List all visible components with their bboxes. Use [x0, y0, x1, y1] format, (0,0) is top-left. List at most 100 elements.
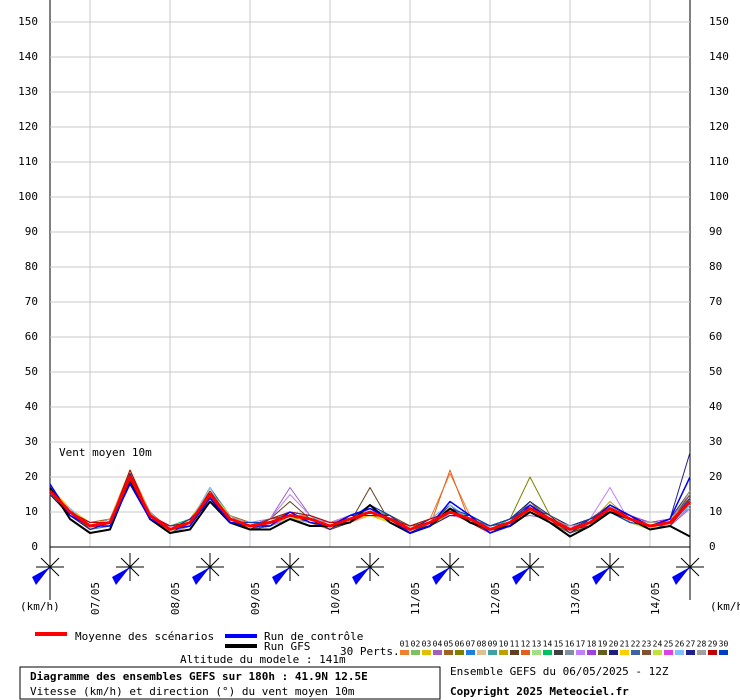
y-tick-label: 60: [709, 330, 722, 343]
legend-swatch: [225, 634, 257, 638]
legend-swatch: [532, 650, 541, 655]
legend-label: Run de contrôle: [264, 630, 363, 643]
y-tick-label: 130: [709, 85, 729, 98]
y-tick-label: 80: [709, 260, 722, 273]
subtitle: Vitesse (km/h) et direction (°) du vent …: [30, 685, 355, 698]
main-line: [49, 479, 691, 538]
legend-swatch: [554, 650, 563, 655]
legend-swatch: [587, 650, 596, 655]
x-tick-label: 07/05: [89, 582, 102, 615]
legend-label: 08: [477, 640, 487, 649]
legend-label: 23: [642, 640, 652, 649]
legend-swatch: [675, 650, 684, 655]
y-tick-label: 0: [709, 540, 716, 553]
legend-label: 24: [653, 640, 663, 649]
legend-label: 18: [587, 640, 597, 649]
legend-swatch: [719, 650, 728, 655]
y-tick-label: 90: [25, 225, 38, 238]
x-tick-label: 12/05: [489, 582, 502, 615]
legend-swatch: [686, 650, 695, 655]
legend-label: 11: [510, 640, 520, 649]
legend-swatch: [422, 650, 431, 655]
y-tick-label: 70: [25, 295, 38, 308]
legend-label: 15: [554, 640, 564, 649]
run-info: Ensemble GEFS du 06/05/2025 - 12Z: [450, 665, 669, 678]
y-tick-label: 120: [709, 120, 729, 133]
legend-label: 27: [686, 640, 696, 649]
y-tick-label: 20: [25, 470, 38, 483]
legend-swatch: [411, 650, 420, 655]
x-tick-label: 10/05: [329, 582, 342, 615]
y-tick-label: 30: [25, 435, 38, 448]
y-tick-label: 40: [25, 400, 38, 413]
x-tick-label: 08/05: [169, 582, 182, 615]
y-tick-label: 110: [18, 155, 38, 168]
y-tick-label: 70: [709, 295, 722, 308]
legend-label: 30: [719, 640, 729, 649]
y-tick-label: 0: [31, 540, 38, 553]
legend-label: 12: [521, 640, 531, 649]
legend-swatch: [499, 650, 508, 655]
legend-swatch: [400, 650, 409, 655]
legend-label: 16: [565, 640, 575, 649]
legend-swatch: [477, 650, 486, 655]
legend-label: 06: [455, 640, 465, 649]
legend-swatch: [510, 650, 519, 655]
legend-swatch: [609, 650, 618, 655]
y-tick-label: 80: [25, 260, 38, 273]
legend-swatch: [488, 650, 497, 655]
y-tick-label: 20: [709, 470, 722, 483]
legend-label: 25: [664, 640, 674, 649]
legend-label: 03: [422, 640, 432, 649]
legend-label: 26: [675, 640, 685, 649]
legend-swatch: [521, 650, 530, 655]
main-line: [48, 475, 692, 531]
wind-arrow: [512, 567, 530, 585]
y-unit: (km/h): [20, 600, 60, 613]
wind-arrow: [192, 567, 210, 585]
legend-label: 07: [466, 640, 476, 649]
legend-label: 14: [543, 640, 553, 649]
legend-swatch: [225, 644, 257, 648]
legend-label: 21: [620, 640, 630, 649]
wind-arrow: [112, 567, 130, 585]
legend-label: 10: [499, 640, 509, 649]
legend-label: Run GFS: [264, 640, 310, 653]
x-tick-label: 09/05: [249, 582, 262, 615]
y-tick-label: 10: [25, 505, 38, 518]
legend-label: 02: [411, 640, 421, 649]
wind-arrow: [32, 567, 50, 585]
legend-swatch: [543, 650, 552, 655]
y-tick-label: 100: [18, 190, 38, 203]
legend-label: 05: [444, 640, 454, 649]
legend-swatch: [697, 650, 706, 655]
wind-arrow: [592, 567, 610, 585]
legend-label: 13: [532, 640, 542, 649]
wind-arrow: [272, 567, 290, 585]
y-tick-label: 40: [709, 400, 722, 413]
y-tick-label: 10: [709, 505, 722, 518]
x-tick-label: 11/05: [409, 582, 422, 615]
wind-arrow: [672, 567, 690, 585]
legend-swatch: [620, 650, 629, 655]
legend-swatch: [35, 632, 67, 636]
title-box: [19, 666, 441, 700]
legend-swatch: [576, 650, 585, 655]
y-tick-label: 140: [18, 50, 38, 63]
y-tick-label: 130: [18, 85, 38, 98]
y-tick-label: 120: [18, 120, 38, 133]
x-tick-label: 14/05: [649, 582, 662, 615]
legend-swatch: [642, 650, 651, 655]
legend-label: 28: [697, 640, 707, 649]
wind-icons: [32, 553, 704, 585]
y-tick-label: 30: [709, 435, 722, 448]
legend-label: Moyenne des scénarios: [75, 630, 214, 643]
y-tick-label: 60: [25, 330, 38, 343]
y-tick-label: 110: [709, 155, 729, 168]
y-tick-label: 90: [709, 225, 722, 238]
y-tick-label: 50: [25, 365, 38, 378]
x-tick-label: 13/05: [569, 582, 582, 615]
y-tick-label: 50: [709, 365, 722, 378]
